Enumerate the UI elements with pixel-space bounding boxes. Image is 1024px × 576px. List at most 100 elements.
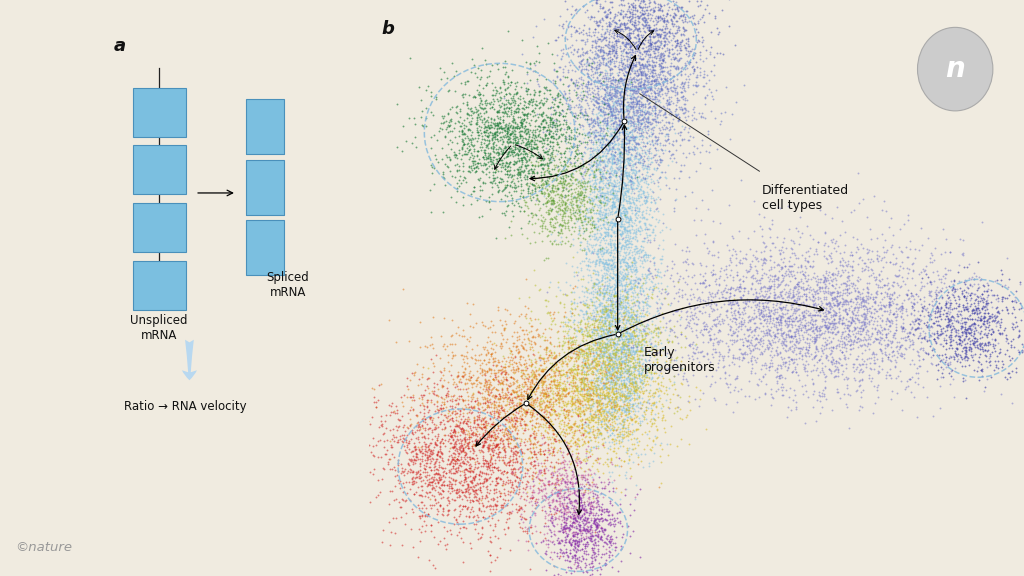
Point	[459, 149, 475, 158]
Point	[602, 260, 618, 269]
Point	[592, 118, 608, 127]
Point	[564, 222, 581, 232]
Point	[588, 382, 604, 392]
Point	[548, 384, 564, 393]
Point	[513, 396, 529, 405]
Point	[630, 29, 646, 38]
Point	[1012, 327, 1024, 336]
Point	[653, 64, 670, 73]
Point	[946, 285, 963, 294]
Point	[653, 6, 670, 16]
Point	[601, 323, 617, 332]
Point	[883, 213, 899, 222]
Point	[724, 232, 740, 241]
Point	[686, 10, 702, 19]
Point	[454, 435, 470, 444]
Point	[869, 382, 886, 392]
Point	[505, 388, 521, 397]
Point	[784, 293, 801, 302]
Point	[563, 383, 580, 392]
Point	[489, 411, 506, 420]
Point	[953, 321, 970, 331]
Point	[827, 308, 844, 317]
Point	[612, 218, 629, 227]
Point	[602, 234, 618, 243]
Point	[536, 371, 552, 380]
Point	[486, 436, 503, 445]
Point	[426, 378, 442, 387]
Point	[507, 352, 523, 361]
Point	[612, 211, 629, 221]
Point	[592, 306, 608, 315]
Point	[604, 315, 621, 324]
Point	[539, 197, 555, 206]
Point	[621, 410, 637, 419]
Point	[612, 179, 629, 188]
Point	[566, 513, 583, 522]
Point	[629, 357, 645, 366]
Point	[644, 60, 660, 70]
Point	[621, 238, 637, 248]
Point	[518, 129, 535, 138]
Point	[522, 447, 539, 456]
Point	[567, 536, 584, 545]
Point	[508, 346, 524, 355]
Point	[395, 430, 412, 439]
Point	[853, 302, 869, 312]
Point	[610, 99, 627, 108]
Point	[543, 532, 559, 541]
Point	[761, 306, 777, 315]
Point	[535, 156, 551, 165]
Point	[739, 325, 756, 334]
Point	[607, 113, 624, 122]
Point	[791, 304, 807, 313]
Point	[605, 150, 622, 160]
Point	[605, 362, 622, 371]
Point	[423, 438, 439, 448]
Point	[620, 342, 636, 351]
Point	[480, 439, 497, 448]
Point	[794, 314, 810, 324]
Point	[612, 65, 629, 74]
Point	[571, 259, 588, 268]
Point	[610, 363, 627, 373]
Point	[595, 8, 611, 17]
Point	[708, 300, 724, 309]
Point	[620, 364, 636, 373]
Point	[823, 235, 840, 244]
Point	[605, 46, 622, 55]
Point	[447, 329, 464, 338]
Point	[476, 476, 493, 486]
Point	[475, 513, 492, 522]
Point	[581, 396, 597, 406]
Point	[425, 367, 441, 377]
Point	[860, 306, 877, 316]
Point	[413, 112, 429, 122]
Point	[466, 159, 482, 168]
Point	[529, 497, 546, 506]
Point	[696, 297, 713, 306]
Point	[511, 94, 527, 104]
Point	[786, 327, 803, 336]
Point	[479, 131, 496, 141]
Point	[541, 230, 557, 240]
Point	[594, 326, 610, 335]
Point	[579, 81, 595, 90]
Point	[629, 373, 645, 382]
Point	[659, 85, 676, 94]
Point	[472, 482, 488, 491]
Point	[610, 161, 627, 170]
Point	[518, 407, 535, 416]
Point	[585, 205, 601, 214]
Point	[615, 166, 632, 176]
Point	[445, 486, 462, 495]
Point	[537, 214, 553, 223]
Point	[620, 274, 636, 283]
Point	[534, 382, 550, 392]
Point	[589, 482, 605, 491]
Point	[649, 36, 666, 46]
Point	[527, 326, 544, 335]
Point	[580, 354, 596, 363]
Point	[638, 249, 654, 259]
Point	[640, 461, 656, 470]
